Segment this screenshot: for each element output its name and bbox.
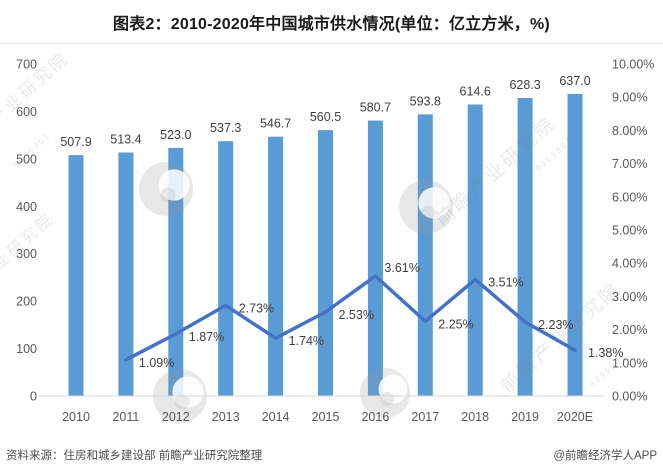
left-axis-tick: 600 [16,105,37,119]
bar-value-label: 523.0 [160,128,191,142]
qianzhan-logo-watermark [380,392,394,406]
right-axis-tick: 4.00% [612,257,647,271]
line-point-label: 1.38% [588,346,623,360]
left-axis-tick: 200 [16,295,37,309]
footer: 资料来源：住房和城乡建设部 前瞻产业研究院整理 @前瞻经济学人APP [0,440,663,463]
bar-2011 [118,152,134,396]
left-axis-tick: 300 [16,247,37,261]
right-axis-tick: 10.00% [612,58,654,72]
right-axis-tick: 6.00% [612,190,647,204]
qianzhan-logo-watermark [160,187,176,203]
x-axis-tick: 2017 [411,410,439,424]
right-axis-tick: 1.00% [612,356,647,370]
line-point-label: 3.51% [488,275,523,289]
line-point-label: 2.73% [239,301,274,315]
right-axis-tick: 3.00% [612,290,647,304]
line-point-label: 1.87% [189,330,224,344]
x-axis-tick: 2020E [557,410,593,424]
bar-2018 [467,104,483,396]
left-axis-tick: 0 [30,390,37,404]
bar-value-label: 560.5 [310,110,341,124]
bar-value-label: 593.8 [410,94,441,108]
x-axis-tick: 2011 [112,410,139,424]
x-axis-tick: 2015 [312,410,340,424]
bar-2020E [567,93,583,396]
x-axis-tick: 2016 [361,410,389,424]
bar-2015 [318,130,333,397]
bar-value-label: 614.6 [460,85,491,99]
line-point-label: 1.09% [139,356,174,370]
x-axis-tick: 2010 [62,410,90,424]
bar-2013 [218,141,234,396]
line-point-label: 2.23% [538,318,573,332]
qianzhan-logo-watermark [158,169,190,201]
x-axis-tick: 2019 [511,410,539,424]
right-axis-tick: 0.00% [612,390,647,404]
qianzhan-logo-watermark [420,205,436,221]
chart-title: 图表2：2010-2020年中国城市供水情况(单位：亿立方米，%) [113,15,550,33]
line-point-label: 2.53% [339,308,374,322]
bar-value-label: 546.7 [260,117,291,131]
right-axis-tick: 7.00% [612,157,647,171]
qianzhan-logo-watermark [174,394,190,410]
bar-value-label: 637.0 [559,74,590,88]
left-axis-tick: 700 [16,58,37,72]
line-point-label: 1.74% [289,334,324,348]
left-axis-tick: 500 [16,152,37,166]
chart-panel: 前瞻产业研究院 前瞻产业研究院 前瞻产业研究院 前瞻产业研究院 8395991 83959… [0,43,663,440]
line-point-label: 2.25% [438,317,473,331]
left-axis-tick: 400 [16,200,37,214]
right-axis-tick: 9.00% [612,91,647,105]
bar-value-label: 628.3 [509,78,540,92]
bar-value-label: 537.3 [210,121,241,135]
brand-note: @前瞻经济学人APP [553,450,657,462]
x-axis-tick: 2018 [461,410,489,424]
bar-value-label: 580.7 [360,101,391,115]
bar-2017 [417,114,433,396]
right-axis-tick: 5.00% [612,224,647,238]
bar-2019 [517,98,533,396]
bar-value-label: 507.9 [60,135,91,149]
bar-2010 [68,155,84,396]
qianzhan-logo-watermark [418,187,450,219]
source-note: 资料来源：住房和城乡建设部 前瞻产业研究院整理 [6,450,263,462]
right-axis-tick: 8.00% [612,124,647,138]
watermark-text: 前瞻产业研究院 [496,278,625,397]
bar-2016 [367,120,383,397]
x-axis-tick: 2013 [212,410,240,424]
x-axis-tick: 2012 [162,410,190,424]
bar-2014 [268,136,284,396]
qianzhan-logo-watermark [172,376,204,408]
left-axis-tick: 100 [16,342,37,356]
bar-value-label: 513.4 [110,133,141,147]
line-point-label: 3.61% [384,261,419,275]
growth-line [124,274,577,362]
right-axis-tick: 2.00% [612,323,647,337]
x-axis-tick: 2014 [262,410,290,424]
